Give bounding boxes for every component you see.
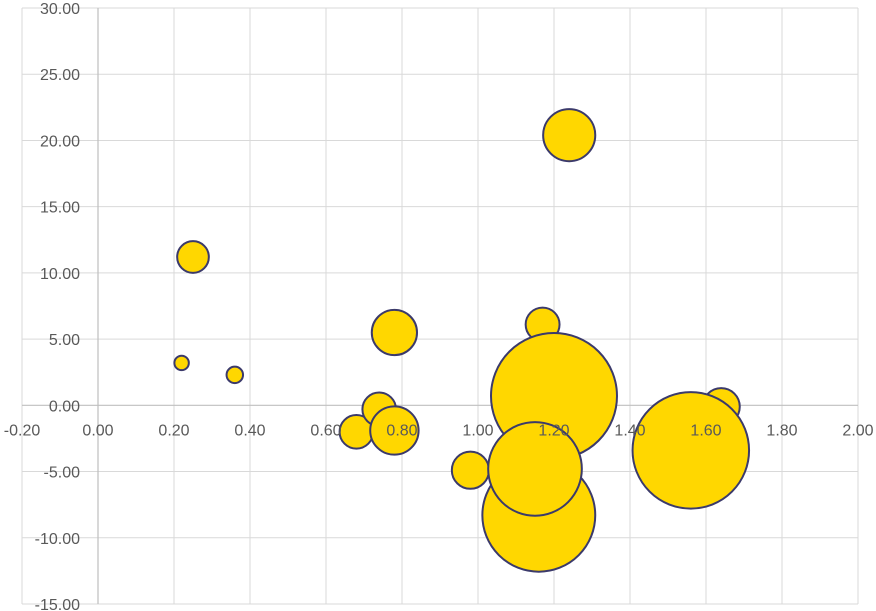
x-tick-label: 1.80 [766, 422, 797, 439]
x-tick-label: 0.80 [386, 422, 417, 439]
bubble-point [225, 365, 245, 385]
x-tick-label: 0.20 [158, 422, 189, 439]
y-tick-label: 25.00 [40, 67, 80, 84]
x-tick-label: 0.00 [82, 422, 113, 439]
x-tick-label: 1.60 [690, 422, 721, 439]
y-tick-label: 20.00 [40, 133, 80, 150]
bubble-point [631, 391, 751, 510]
x-tick-label: 1.40 [614, 422, 645, 439]
bubble-point [542, 108, 597, 163]
y-tick-labels: -15.00 -10.00 -5.00 0.00 5.00 10.00 15.00 20.00… [35, 1, 80, 611]
bubble-point [370, 308, 419, 357]
y-tick-label: 5.00 [49, 332, 80, 349]
x-tick-labels: -0.20 0.00 0.20 0.40 0.60 0.80 1.00 1.20 1.40 1.6… [4, 422, 874, 439]
bubble-point [176, 240, 210, 274]
x-tick-label: -0.20 [4, 422, 41, 439]
y-tick-label: -15.00 [35, 597, 80, 611]
bubble-point [369, 405, 420, 456]
y-tick-label: 15.00 [40, 200, 80, 217]
bubble-point [487, 421, 583, 517]
bubble-point [173, 354, 190, 372]
y-tick-label: -5.00 [44, 465, 81, 482]
x-tick-label: 0.60 [310, 422, 341, 439]
x-tick-label: 0.40 [234, 422, 265, 439]
x-tick-label: 2.00 [842, 422, 873, 439]
y-tick-label: -10.00 [35, 531, 80, 548]
bubble-point [450, 450, 490, 490]
axes [22, 8, 858, 604]
y-tick-label: 0.00 [49, 398, 80, 415]
x-tick-label: 1.00 [462, 422, 493, 439]
bubble-series [173, 108, 751, 573]
y-tick-label: 30.00 [40, 1, 80, 18]
gridlines [21, 7, 859, 605]
y-tick-label: 10.00 [40, 266, 80, 283]
x-tick-label: 1.20 [538, 422, 569, 439]
